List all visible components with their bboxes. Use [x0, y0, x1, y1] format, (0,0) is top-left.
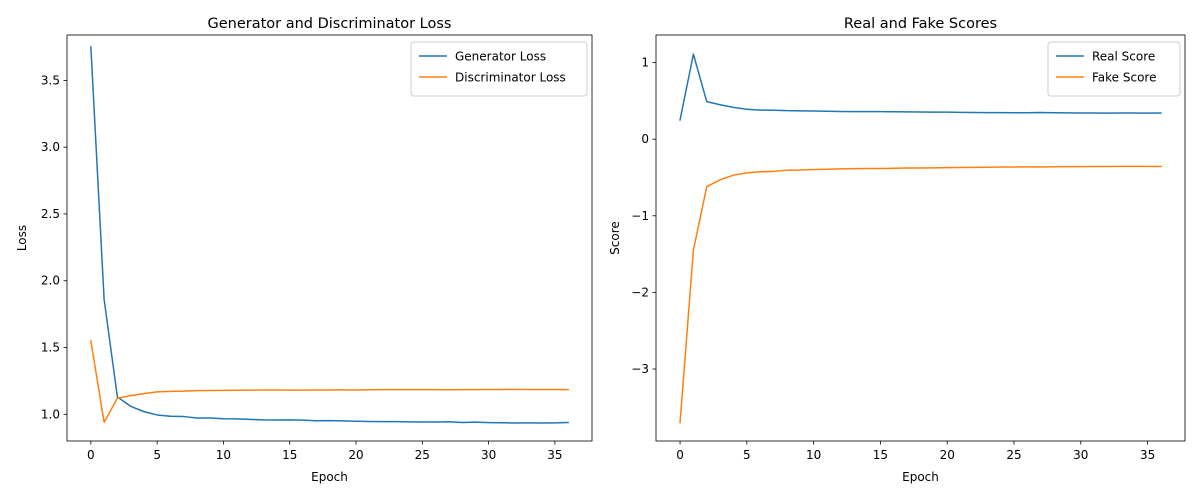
- loss-y-tick-label: 1.5: [41, 341, 60, 355]
- scores-legend: Real Score Fake Score: [1047, 41, 1181, 97]
- loss-y-tick-label: 3.5: [41, 73, 60, 87]
- scores-x-tick-label: 10: [806, 448, 821, 462]
- scores-x-tick-label: 15: [873, 448, 888, 462]
- loss-legend-label-1: Generator Loss: [455, 50, 546, 64]
- loss-legend-label-2: Discriminator Loss: [455, 71, 566, 85]
- loss-y-axis-label: Loss: [15, 225, 29, 251]
- loss-y-tick-label: 2.5: [41, 207, 60, 221]
- scores-x-tick-label: 20: [940, 448, 955, 462]
- loss-y-tick-label: 1.0: [41, 407, 60, 421]
- scores-x-axis-label: Epoch: [902, 470, 939, 484]
- scores-y-tick-label: 1: [641, 56, 649, 70]
- scores-x-tick-label: 5: [743, 448, 751, 462]
- scores-x-tick-label: 30: [1073, 448, 1088, 462]
- loss-x-tick-label: 10: [216, 448, 231, 462]
- scores-x-tick-label: 25: [1006, 448, 1021, 462]
- scores-chart: 0 5 10 15 20 25 30 35 −3 −2 −1 0 1 Real and Fake Scor…: [608, 16, 1186, 484]
- scores-y-tick-label: 0: [641, 132, 649, 146]
- scores-series-line-2: [679, 165, 1162, 424]
- scores-series-line-1: [679, 53, 1162, 121]
- loss-x-tick-label: 25: [415, 448, 430, 462]
- loss-x-axis-label: Epoch: [311, 470, 348, 484]
- scores-y-tick-label: −3: [631, 362, 649, 376]
- scores-chart-title: Real and Fake Scores: [844, 16, 997, 32]
- scores-legend-label-2: Fake Score: [1092, 71, 1156, 85]
- loss-y-tick-label: 2.0: [41, 274, 60, 288]
- loss-x-tick-label: 30: [481, 448, 496, 462]
- loss-series-line-2: [89, 339, 569, 424]
- loss-x-tick-label: 0: [87, 448, 95, 462]
- scores-x-tick-label: 0: [676, 448, 684, 462]
- loss-x-tick-label: 35: [547, 448, 562, 462]
- scores-y-axis-label: Score: [608, 221, 622, 255]
- scores-y-tick-label: −2: [631, 285, 649, 299]
- loss-legend-box: [410, 41, 588, 97]
- scores-legend-label-1: Real Score: [1092, 50, 1155, 64]
- loss-x-tick-label: 20: [348, 448, 363, 462]
- loss-y-tick-label: 3.0: [41, 140, 60, 154]
- loss-legend: Generator Loss Discriminator Loss: [410, 41, 588, 97]
- loss-x-tick-label: 5: [153, 448, 161, 462]
- loss-chart-title: Generator and Discriminator Loss: [207, 16, 451, 32]
- loss-plot-frame: [66, 34, 593, 442]
- scores-x-tick-label: 35: [1140, 448, 1155, 462]
- loss-series-line-1: [90, 46, 569, 424]
- loss-x-tick-label: 15: [282, 448, 297, 462]
- scores-plot-frame: [655, 34, 1186, 442]
- scores-y-tick-label: −1: [631, 209, 649, 223]
- loss-chart: 0 5 10 15 20 25 30 35 1.0 1.5 2.0 2.5 3.0 3.5 Generato…: [15, 16, 593, 484]
